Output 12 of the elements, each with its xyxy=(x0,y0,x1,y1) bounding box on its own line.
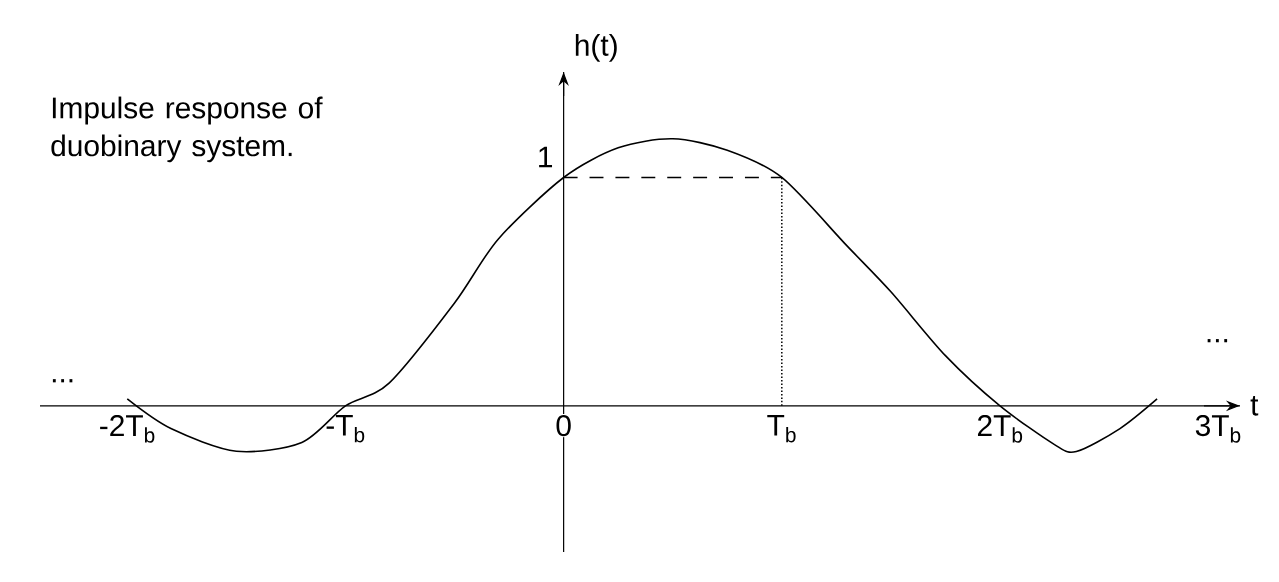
x-tick-label: -2T$_{b}$ xyxy=(100,415,155,443)
x-tick-label: 2T$_{b}$ xyxy=(977,415,1023,443)
annotation: ... xyxy=(52,379,73,383)
annotation: 1 xyxy=(539,146,553,168)
annotation: ... xyxy=(1207,339,1228,343)
x-axis-title: t xyxy=(1250,396,1259,416)
x-tick-label: T$_{b}$ xyxy=(767,415,796,443)
x-tick-label: -T$_{b}$ xyxy=(326,415,365,443)
x-tick-label: 3T$_{b}$ xyxy=(1195,415,1241,443)
y-axis-title: h(t) xyxy=(575,33,617,62)
x-tick-label: 0 xyxy=(556,415,571,437)
chart-title: Impulse response of duobinary system. xyxy=(51,96,323,163)
